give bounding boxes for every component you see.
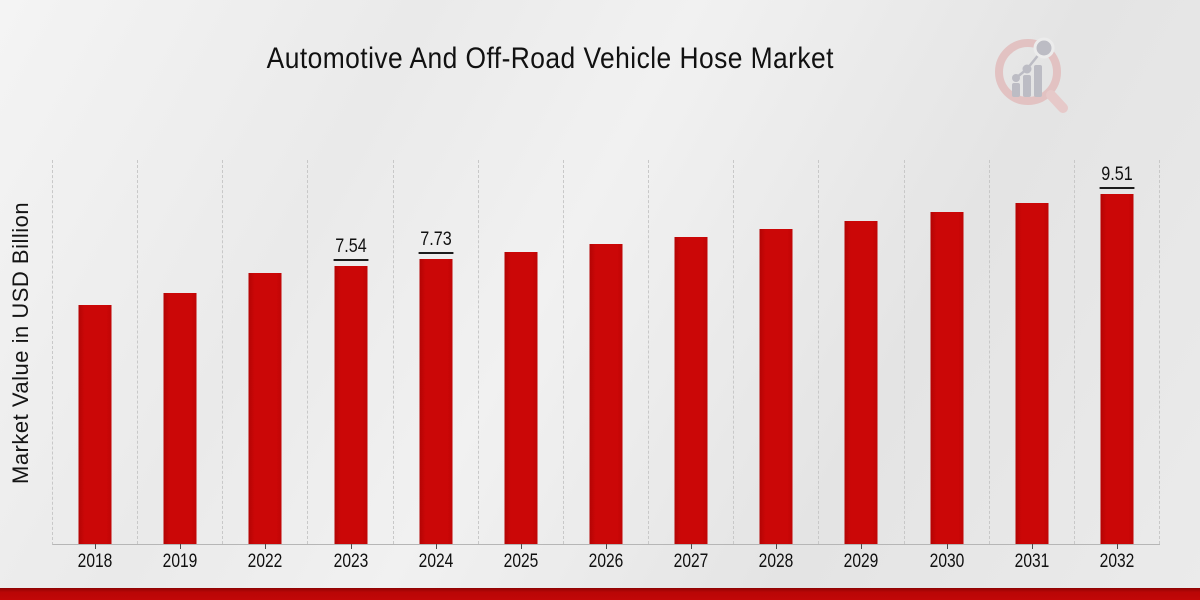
x-axis-tick-2029 [861,544,863,549]
chart-cell-2030: 2030 [905,160,990,572]
x-axis-tick-2024 [435,544,437,549]
magnifier-ring-icon [995,39,1068,113]
logo-bars-icon [1012,65,1042,97]
x-tick-label-2025: 2025 [503,551,539,572]
chart-cell-2027: 2027 [649,160,735,572]
x-tick-label-2027: 2027 [673,551,709,572]
x-axis-tick-2025 [520,544,522,549]
chart-cell-2028: 2028 [734,160,820,572]
chart-title: Automotive And Off-Road Vehicle Hose Mar… [0,42,1100,76]
x-tick-label-2024: 2024 [418,551,454,572]
x-axis-tick-2028 [776,544,778,549]
magnifier-handle-icon [1046,90,1068,113]
x-tick-label-2022: 2022 [248,551,283,572]
x-tick-label-2019: 2019 [162,551,198,572]
chart-cell-2018: 2018 [53,160,139,572]
bar-2029 [844,221,878,544]
x-tick-label-2023: 2023 [333,551,368,572]
bar-2019 [163,293,197,544]
bar-2024 [419,259,453,544]
x-tick-label-2032: 2032 [1099,551,1135,572]
bar-chart-plot-area: 2018 2019 2022 7.54 2023 7.73 2024 2025 2026 2027… [52,160,1161,572]
x-tick-label-2018: 2018 [77,551,113,572]
chart-cell-2032: 9.51 2032 [1075,160,1161,572]
magnifier-bar-chart-logo [995,37,1068,113]
value-label-2032: 9.51 [1099,164,1135,189]
bar-2023 [334,266,368,544]
chart-cell-2023: 7.54 2023 [308,160,394,572]
logo-trend-line-icon [1012,37,1055,82]
bar-2022 [248,273,282,544]
x-tick-label-2028: 2028 [758,551,794,572]
x-axis-tick-2031 [1031,544,1033,549]
bar-2028 [759,229,793,544]
bar-2032 [1100,194,1134,544]
x-tick-label-2029: 2029 [844,551,879,572]
x-tick-label-2026: 2026 [588,551,624,572]
chart-cell-2031: 2031 [990,160,1075,572]
x-axis-tick-2032 [1116,544,1118,549]
y-axis-label: Market Value in USD Billion [8,201,33,484]
x-tick-label-2031: 2031 [1014,551,1050,572]
footer-accent-bar [0,588,1200,600]
bar-2025 [504,252,538,544]
chart-cell-2025: 2025 [479,160,564,572]
bar-2018 [78,305,112,544]
chart-cell-2024: 7.73 2024 [394,160,479,572]
bar-2031 [1015,203,1049,544]
x-axis-tick-2018 [95,544,97,549]
chart-cell-2019: 2019 [138,160,224,572]
x-tick-label-2030: 2030 [929,551,964,572]
x-axis-tick-2026 [606,544,608,549]
chart-cell-2029: 2029 [819,160,905,572]
x-axis-tick-2030 [946,544,948,549]
value-label-2023: 7.54 [333,236,368,261]
x-axis-tick-2027 [691,544,693,549]
x-axis-tick-2022 [265,544,267,549]
chart-title-text: Automotive And Off-Road Vehicle Hose Mar… [266,42,834,75]
bar-2030 [930,212,964,544]
chart-cell-2022: 2022 [223,160,309,572]
chart-cell-2026: 2026 [564,160,650,572]
bar-2027 [674,237,708,544]
value-label-2024: 7.73 [418,229,454,254]
bar-2026 [589,244,623,544]
x-axis-tick-2019 [180,544,182,549]
x-axis-tick-2023 [350,544,352,549]
